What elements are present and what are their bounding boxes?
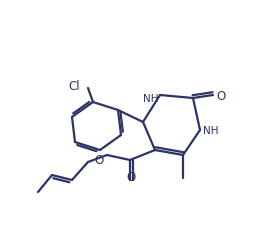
Text: O: O: [95, 154, 104, 166]
Text: NH: NH: [143, 94, 158, 104]
Text: O: O: [126, 170, 136, 183]
Text: O: O: [216, 89, 225, 102]
Text: NH: NH: [203, 126, 219, 136]
Text: Cl: Cl: [68, 79, 80, 92]
